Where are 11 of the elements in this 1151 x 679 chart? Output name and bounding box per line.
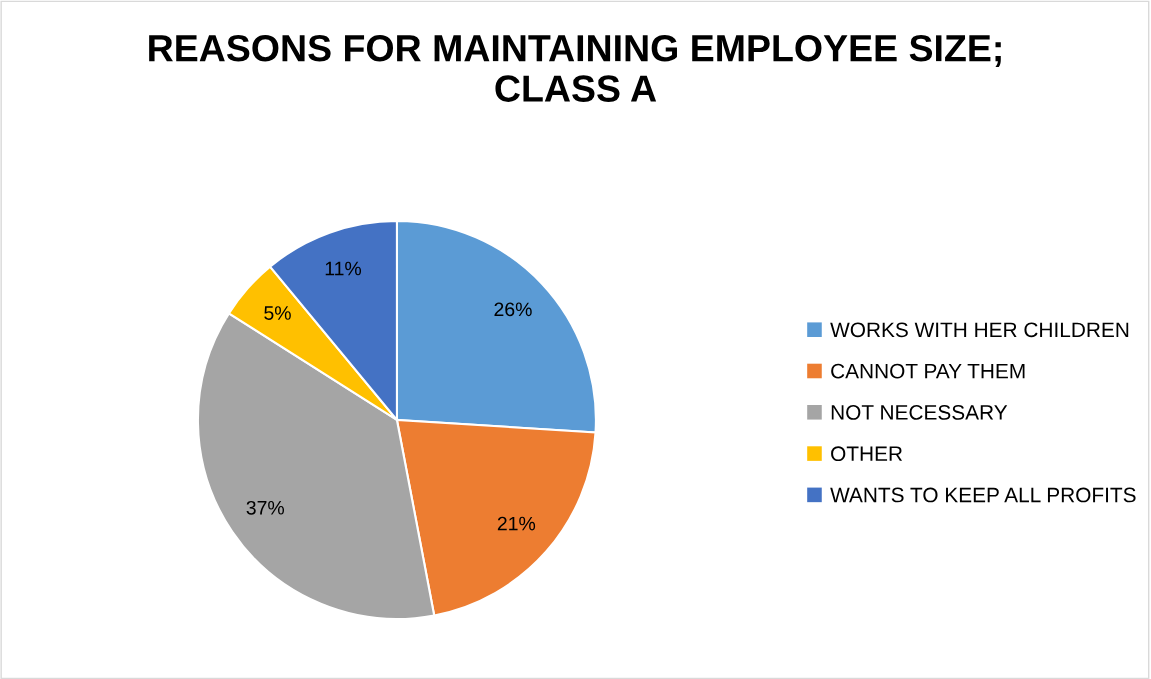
legend-label: OTHER xyxy=(831,446,903,462)
data-label: 5% xyxy=(264,306,291,320)
legend-label: WORKS WITH HER CHILDREN xyxy=(830,322,1129,338)
data-label: 21% xyxy=(497,516,536,531)
data-label: 11% xyxy=(325,261,362,276)
legend-label: WANTS TO KEEP ALL PROFITS xyxy=(830,487,1136,503)
legend-label: NOT NECESSARY xyxy=(831,405,1008,420)
data-label: 26% xyxy=(494,302,532,317)
chart-title: REASONS FOR MAINTAINING EMPLOYEE SIZE; CLASS A xyxy=(149,34,1001,102)
data-label: 37% xyxy=(246,500,285,515)
legend-label: CANNOT PAY THEM xyxy=(831,363,1025,379)
